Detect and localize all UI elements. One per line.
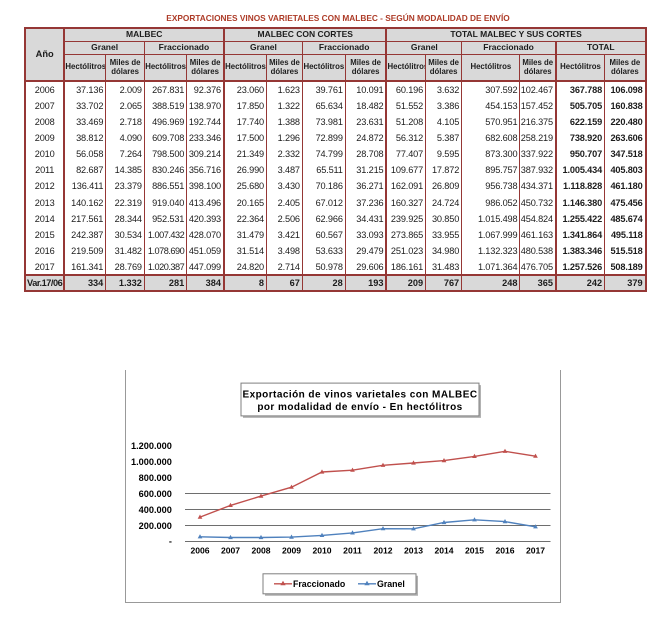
svg-text:2009: 2009 <box>282 546 301 556</box>
svg-text:2006: 2006 <box>190 546 209 556</box>
svg-text:2007: 2007 <box>221 546 240 556</box>
svg-text:Granel: Granel <box>377 579 405 589</box>
svg-text:2015: 2015 <box>465 546 484 556</box>
svg-text:600.000: 600.000 <box>139 489 172 499</box>
svg-text:200.000: 200.000 <box>139 521 172 531</box>
svg-text:400.000: 400.000 <box>139 505 172 515</box>
svg-text:2012: 2012 <box>373 546 392 556</box>
svg-text:Exportación de vinos varietale: Exportación de vinos varietales con MALB… <box>242 389 477 400</box>
svg-text:2016: 2016 <box>495 546 514 556</box>
svg-text:por modalidad de envío - En he: por modalidad de envío - En hectólitros <box>257 402 462 413</box>
svg-text:2013: 2013 <box>404 546 423 556</box>
svg-text:2011: 2011 <box>343 546 362 556</box>
svg-text:2014: 2014 <box>434 546 453 556</box>
svg-text:2010: 2010 <box>312 546 331 556</box>
svg-text:2008: 2008 <box>251 546 270 556</box>
svg-text:1.000.000: 1.000.000 <box>131 457 172 467</box>
svg-text:1.200.000: 1.200.000 <box>131 441 172 451</box>
svg-text:2017: 2017 <box>526 546 545 556</box>
svg-text:Fraccionado: Fraccionado <box>293 579 346 589</box>
svg-text:-: - <box>169 537 172 547</box>
svg-text:800.000: 800.000 <box>139 473 172 483</box>
